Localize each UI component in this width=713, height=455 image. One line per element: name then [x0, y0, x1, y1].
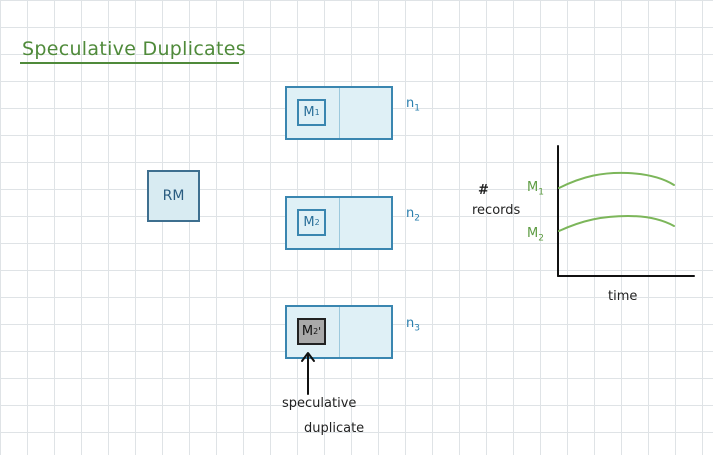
- node-2-label: n2: [406, 206, 420, 224]
- chart-ylabel: records: [472, 203, 521, 218]
- node-label-subscript: 1: [414, 103, 420, 114]
- series-label-m1: M1: [527, 180, 544, 198]
- task-subscript: 1: [314, 108, 320, 117]
- series-label-letter: M: [527, 180, 539, 195]
- series-m1-line: [558, 171, 675, 189]
- records-over-time-chart: [557, 145, 695, 277]
- task-prime: ': [318, 325, 322, 338]
- node-3-label: n3: [406, 316, 420, 334]
- series-label-m2: M2: [527, 226, 544, 244]
- node-label-letter: n: [406, 316, 415, 331]
- task-m2-speculative: M 2 ': [297, 318, 326, 345]
- series-label-subscript: 1: [538, 187, 544, 198]
- chart-ylabel-hash: #: [478, 183, 489, 198]
- node-label-letter: n: [406, 206, 415, 221]
- task-label: M: [303, 105, 315, 120]
- title-underline: [20, 62, 239, 64]
- task-subscript: 2: [313, 327, 319, 336]
- task-label: M: [301, 324, 314, 339]
- task-label: M: [303, 215, 315, 230]
- resource-manager-label: RM: [162, 188, 185, 204]
- node-label-letter: n: [406, 96, 415, 111]
- node-1-label: n1: [406, 96, 420, 114]
- series-label-letter: M: [527, 226, 539, 241]
- resource-manager-box: RM: [147, 170, 200, 222]
- task-subscript: 2: [314, 218, 320, 227]
- series-m2-line: [558, 214, 675, 232]
- chart-xlabel: time: [608, 289, 638, 304]
- node-3-box: M 2 ': [285, 305, 393, 359]
- node-label-subscript: 2: [414, 213, 420, 224]
- page-title: Speculative Duplicates: [22, 38, 246, 60]
- annotation-line-1: speculative: [282, 396, 357, 411]
- node-divider: [339, 198, 340, 248]
- annotation-arrow: [301, 352, 315, 395]
- node-divider: [339, 88, 340, 138]
- node-divider: [339, 307, 340, 357]
- series-label-subscript: 2: [538, 233, 544, 244]
- annotation-line-2: duplicate: [304, 421, 365, 436]
- node-label-subscript: 3: [414, 323, 420, 334]
